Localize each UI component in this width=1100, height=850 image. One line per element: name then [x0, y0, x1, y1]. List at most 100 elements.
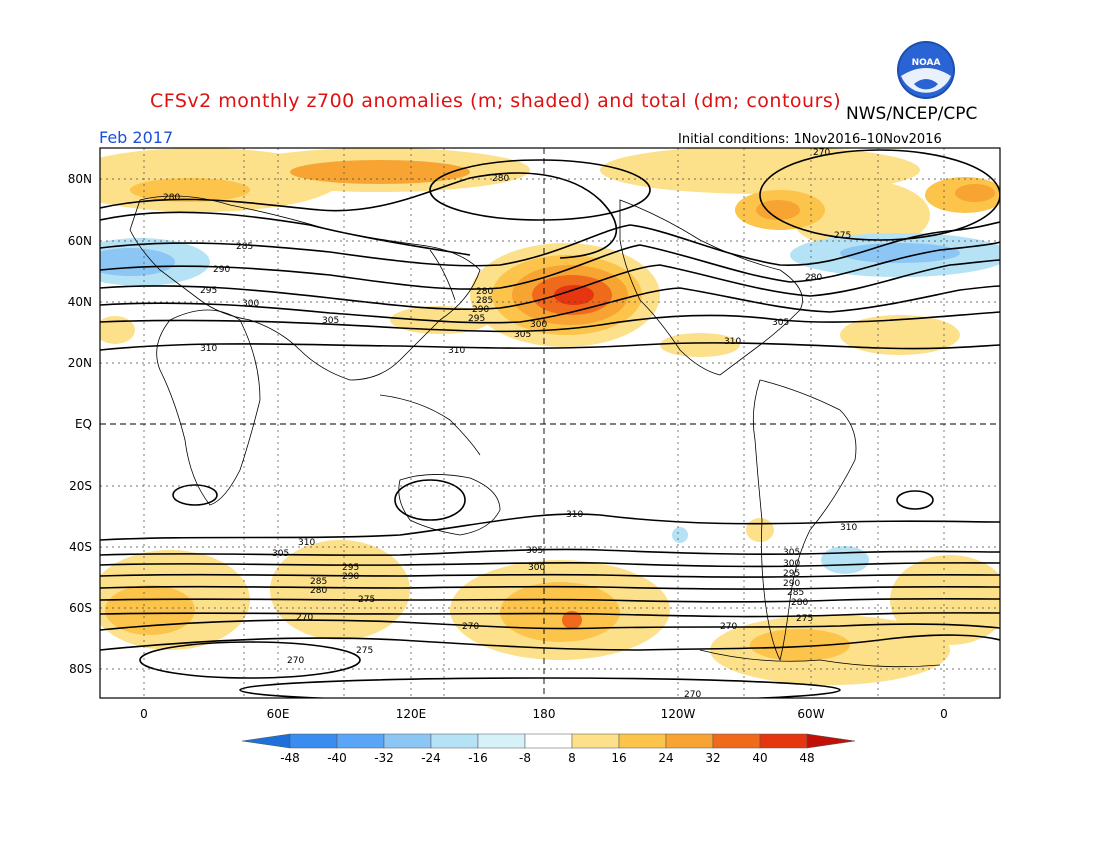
lat-label: 20S	[69, 479, 92, 493]
colorbar-tick-label: 8	[568, 751, 576, 765]
anomaly-shading	[100, 148, 1000, 685]
contour-label: 290	[213, 265, 230, 275]
colorbar-tick-label: -24	[421, 751, 441, 765]
colorbar-swatch	[477, 733, 526, 749]
contour-label: 295	[783, 569, 800, 579]
lat-label: 40S	[69, 540, 92, 554]
colorbar-swatch	[336, 733, 385, 749]
contour-label: 305	[322, 316, 339, 326]
contour-label: 280	[310, 586, 327, 596]
lat-label: 80N	[68, 172, 92, 186]
contour-label: 310	[724, 337, 741, 347]
contour-label: 305	[772, 318, 789, 328]
contour-label: 310	[448, 346, 465, 356]
coastlines	[129, 195, 941, 668]
colorbar-tick-label: 24	[658, 751, 673, 765]
contour-label: 290	[783, 579, 800, 589]
contour-label: 295	[468, 314, 485, 324]
colorbar-swatch	[524, 733, 573, 749]
contour-label: 300	[530, 320, 547, 330]
logo-text: NOAA	[912, 58, 941, 68]
contour-label: 270	[720, 622, 737, 632]
forecast-month: Feb 2017	[99, 128, 174, 147]
lat-label: 40N	[68, 295, 92, 309]
initial-conditions: Initial conditions: 1Nov2016–10Nov2016	[678, 132, 942, 147]
contour-label: 270	[813, 148, 830, 158]
contour-label: 280	[476, 287, 493, 297]
colorbar-swatch	[571, 733, 620, 749]
contour-label: 310	[298, 538, 315, 548]
contour-label: 310	[200, 344, 217, 354]
equator-dateline	[100, 148, 1000, 698]
contour-label: 275	[358, 595, 375, 605]
contour-label: 280	[791, 598, 808, 608]
contour-label: 305	[272, 549, 289, 559]
map-frame	[99, 147, 1001, 699]
colorbar-tick-label: -16	[468, 751, 488, 765]
contour-label: 300	[528, 563, 545, 573]
lon-label: 0	[140, 707, 148, 721]
graticule	[100, 148, 1000, 698]
contour-label: 280	[805, 273, 822, 283]
colorbar-swatch	[383, 733, 432, 749]
contour-label: 295	[200, 286, 217, 296]
contour-label: 285	[787, 588, 804, 598]
contour-label: 310	[840, 523, 857, 533]
contour-label: 280	[492, 174, 509, 184]
colorbar-tick-label: 16	[611, 751, 626, 765]
contour-label: 285	[476, 296, 493, 306]
colorbar-tick-label: 40	[752, 751, 767, 765]
contour-label: 305	[514, 330, 531, 340]
colorbar-tick-label: 48	[799, 751, 814, 765]
lon-label: 180	[533, 707, 556, 721]
contour-label: 305	[783, 548, 800, 558]
agency-label: NWS/NCEP/CPC	[846, 104, 978, 124]
contour-label: 310	[566, 510, 583, 520]
contour-label: 270	[462, 622, 479, 632]
colorbar-tick-label: -40	[327, 751, 347, 765]
colorbar-swatch	[289, 733, 338, 749]
colorbar-tick-label: -8	[519, 751, 531, 765]
contour-label: 275	[356, 646, 373, 656]
contour-label: 285	[310, 577, 327, 587]
lat-label: 20N	[68, 356, 92, 370]
lat-label: 60S	[69, 601, 92, 615]
colorbar-swatch	[430, 733, 479, 749]
contour-label: 270	[287, 656, 304, 666]
contour-label: 300	[783, 559, 800, 569]
colorbar-swatch	[806, 733, 856, 749]
colorbar-swatch	[759, 733, 808, 749]
chart-title: CFSv2 monthly z700 anomalies (m; shaded)…	[150, 90, 842, 112]
lat-label: 60N	[68, 234, 92, 248]
lon-label: 120W	[661, 707, 696, 721]
contour-label: 295	[342, 563, 359, 573]
lon-label: 0	[940, 707, 948, 721]
longitude-labels: 0 60E 120E 180 120W 60W 0	[140, 707, 948, 721]
lon-label: 60W	[797, 707, 824, 721]
lat-label: EQ	[75, 417, 92, 431]
latitude-labels: 80N 60N 40N 20N EQ 20S 40S 60S 80S	[68, 172, 92, 676]
contour-label: 270	[684, 690, 701, 700]
contour-label: 300	[242, 299, 259, 309]
contour-label: 305	[526, 546, 543, 556]
contour-label: 275	[834, 231, 851, 241]
height-contours	[100, 149, 1000, 698]
colorbar-tick-label: -48	[280, 751, 300, 765]
contour-label: 290	[472, 305, 489, 315]
contour-label: 275	[796, 614, 813, 624]
lon-label: 120E	[396, 707, 427, 721]
contour-label: 270	[296, 613, 313, 623]
colorbar-swatch	[241, 733, 291, 749]
colorbar-tick-label: -32	[374, 751, 394, 765]
colorbar-swatch	[618, 733, 667, 749]
lon-label: 60E	[267, 707, 290, 721]
contour-label: 290	[342, 572, 359, 582]
noaa-logo-icon: NOAA	[897, 41, 955, 99]
colorbar-swatch	[712, 733, 761, 749]
contour-label: 280	[163, 193, 180, 203]
colorbar-swatch	[665, 733, 714, 749]
contour-labels: 280 280 280 280 285 285 290 290 295 295 …	[163, 148, 857, 700]
colorbar: -48 -40 -32 -24 -16 -8 8 16 24 32 40 48	[241, 733, 856, 765]
colorbar-tick-label: 32	[705, 751, 720, 765]
